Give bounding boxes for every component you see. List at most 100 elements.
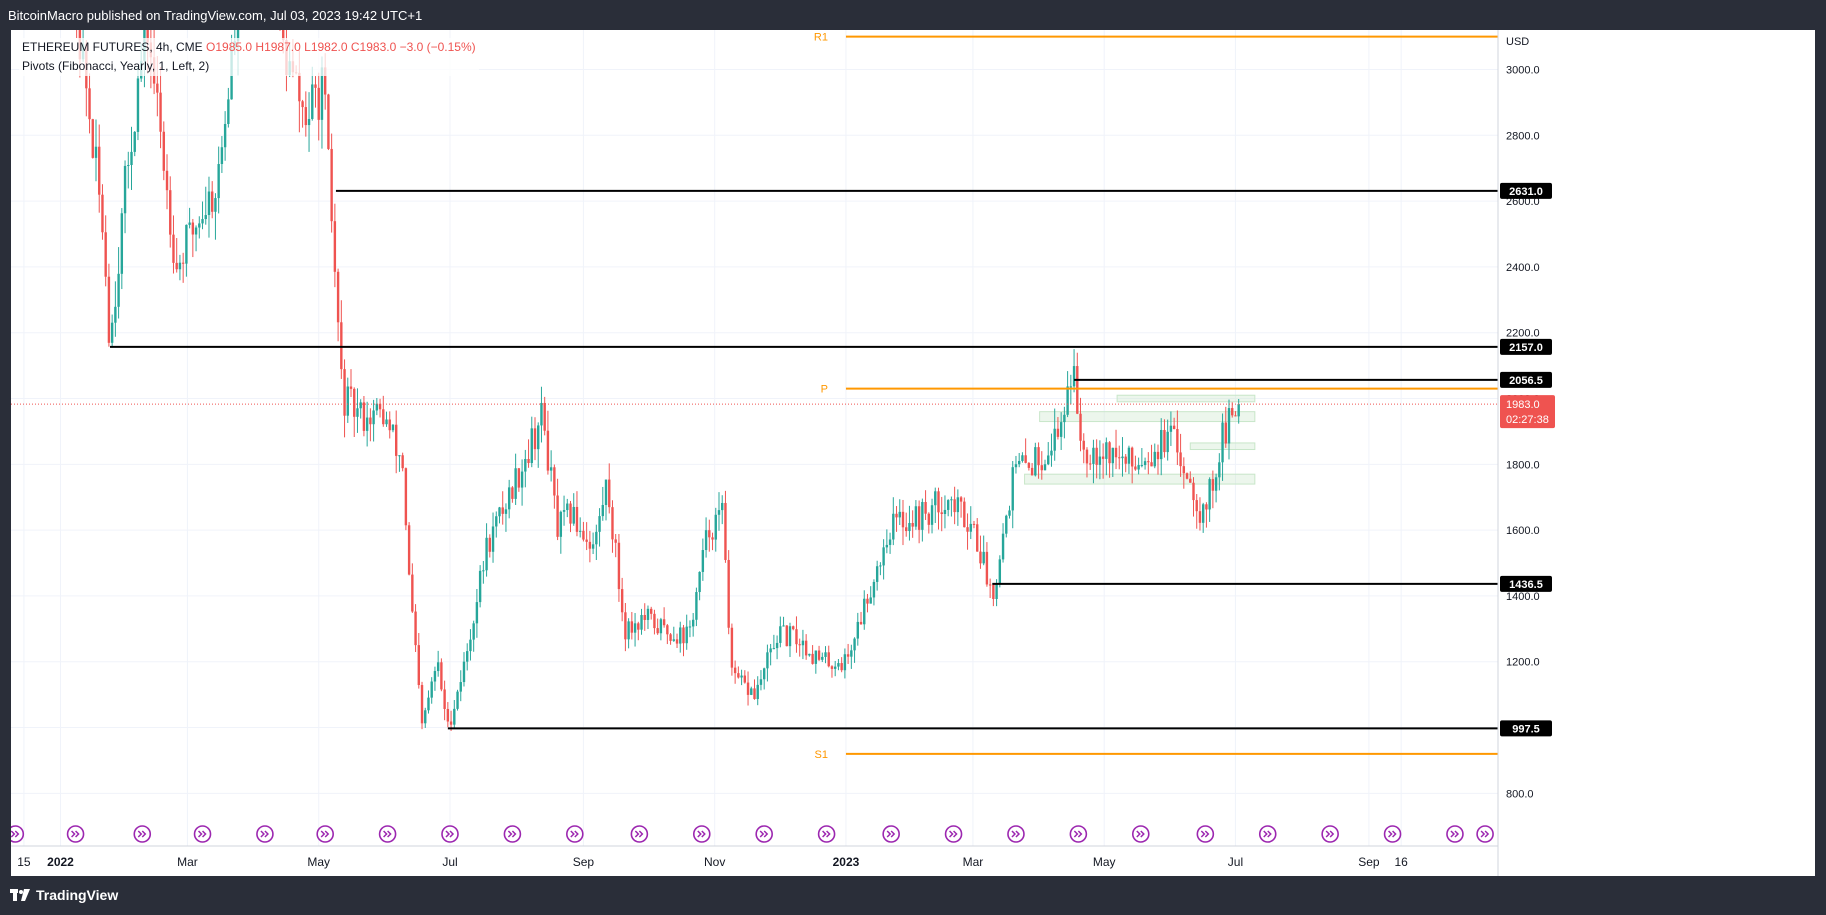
event-marker-icon[interactable] [882,825,900,843]
tradingview-logo[interactable]: TradingView [10,887,118,903]
time-axis[interactable]: 15 2022 Mar May Jul Sep Nov 2023 Mar May Jul Sep 16 [11,845,1498,869]
candle-body [585,539,588,542]
price-tick-label: 2200.0 [1506,328,1540,340]
event-marker-icon[interactable] [1258,825,1277,843]
event-marker-icon[interactable] [11,825,25,843]
candle-body [640,614,643,630]
candle-body [188,222,191,225]
range-zone [1116,394,1256,403]
candle-body [756,684,759,700]
candle-body [1085,449,1089,464]
candle-body [679,627,682,644]
candle-body [104,232,107,277]
candle-body [611,507,614,540]
candle-body [1001,533,1005,560]
candle-body [401,455,404,469]
candle-body [808,653,811,656]
event-marker-icon[interactable] [1476,825,1494,843]
event-marker-icon[interactable] [1196,825,1215,843]
candle-body [207,191,211,216]
legend-symbol[interactable]: ETHEREUM FUTURES, 4h, CME [22,40,203,54]
event-marker-arrows [260,830,269,838]
event-marker-icon[interactable] [1383,825,1402,843]
chart-legend: ETHEREUM FUTURES, 4h, CME O1985.0 H1987.… [19,38,479,76]
candle-body [911,523,914,527]
event-marker-icon[interactable] [441,825,459,843]
event-marker-arrows [1011,830,1021,838]
candle-body [1130,447,1134,467]
event-marker-arrows [1263,830,1272,838]
candle-body [963,501,966,528]
legend-low: L1982.0 [304,40,348,54]
candle-body [1201,504,1205,523]
event-marker-arrows [949,830,958,838]
candle-body [788,626,792,647]
candle-body [1172,425,1176,429]
candle-body [892,513,895,540]
candle-body [827,652,830,667]
candle-body [775,642,779,649]
event-marker-icon[interactable] [193,825,212,843]
candle-body [162,131,165,171]
candle-body [204,215,207,220]
bar-countdown-text: 02:27:38 [1506,414,1549,426]
candle-body [888,539,892,545]
event-marker-icon[interactable] [378,825,397,843]
candle-body [998,559,1002,585]
event-marker-icon[interactable] [503,825,522,843]
candle-body [1050,450,1053,456]
range-zone [1024,473,1256,485]
range-zone [1039,411,1256,423]
candle-body [220,147,224,165]
price-axis[interactable]: USD800.01000.01200.01400.01600.01800.020… [1497,30,1555,876]
candle-body [156,83,159,93]
candle-body [704,530,708,551]
time-tick-label: 2022 [47,855,74,869]
candle-body [614,539,617,543]
candle-body [1147,461,1150,463]
candle-body [514,468,517,499]
candle-body [575,506,579,532]
event-marker-icon[interactable] [133,825,152,843]
candle-body [717,510,721,515]
candle-body [378,403,382,410]
candle-body [766,652,769,669]
candle-body [404,468,408,526]
candle-body [633,623,637,633]
legend-indicator[interactable]: Pivots (Fibonacci, Yearly, 1, Left, 2) [22,59,210,73]
event-marker-icon[interactable] [316,825,334,843]
candle-body [662,619,666,626]
event-marker-icon[interactable] [566,825,584,843]
chart-frame[interactable]: R1PS1USD800.01000.01200.01400.01600.0180… [11,30,1815,876]
event-marker-icon[interactable] [692,825,711,843]
event-marker-icon[interactable] [1007,825,1025,843]
event-marker-icon[interactable] [1446,825,1464,843]
event-marker-icon[interactable] [755,825,773,843]
candle-body [517,468,521,488]
candle-body [1082,440,1085,450]
candle-body [478,570,482,603]
event-marker-icon[interactable] [1321,825,1339,843]
candle-body [569,503,572,524]
event-marker-icon[interactable] [66,825,85,843]
candle-body [846,654,850,657]
candle-body [1040,465,1043,471]
candle-body [675,639,679,644]
candle-body [1121,456,1124,459]
candle-body [1237,404,1240,417]
time-tick-label: Sep [1358,855,1380,869]
candle-body [1192,482,1195,501]
candle-body [427,697,430,711]
event-marker-icon[interactable] [630,825,649,843]
candle-body [372,410,375,425]
event-marker-icon[interactable] [256,825,274,843]
event-marker-icon[interactable] [944,825,963,843]
event-marker-icon[interactable] [1069,825,1088,843]
candle-body [1037,447,1040,466]
candle-body [988,584,992,586]
price-chart[interactable]: R1PS1USD800.01000.01200.01400.01600.0180… [11,30,1815,876]
event-marker-arrows [445,830,455,838]
candle-body [537,425,540,450]
event-marker-icon[interactable] [817,825,836,843]
event-marker-icon[interactable] [1131,825,1150,843]
